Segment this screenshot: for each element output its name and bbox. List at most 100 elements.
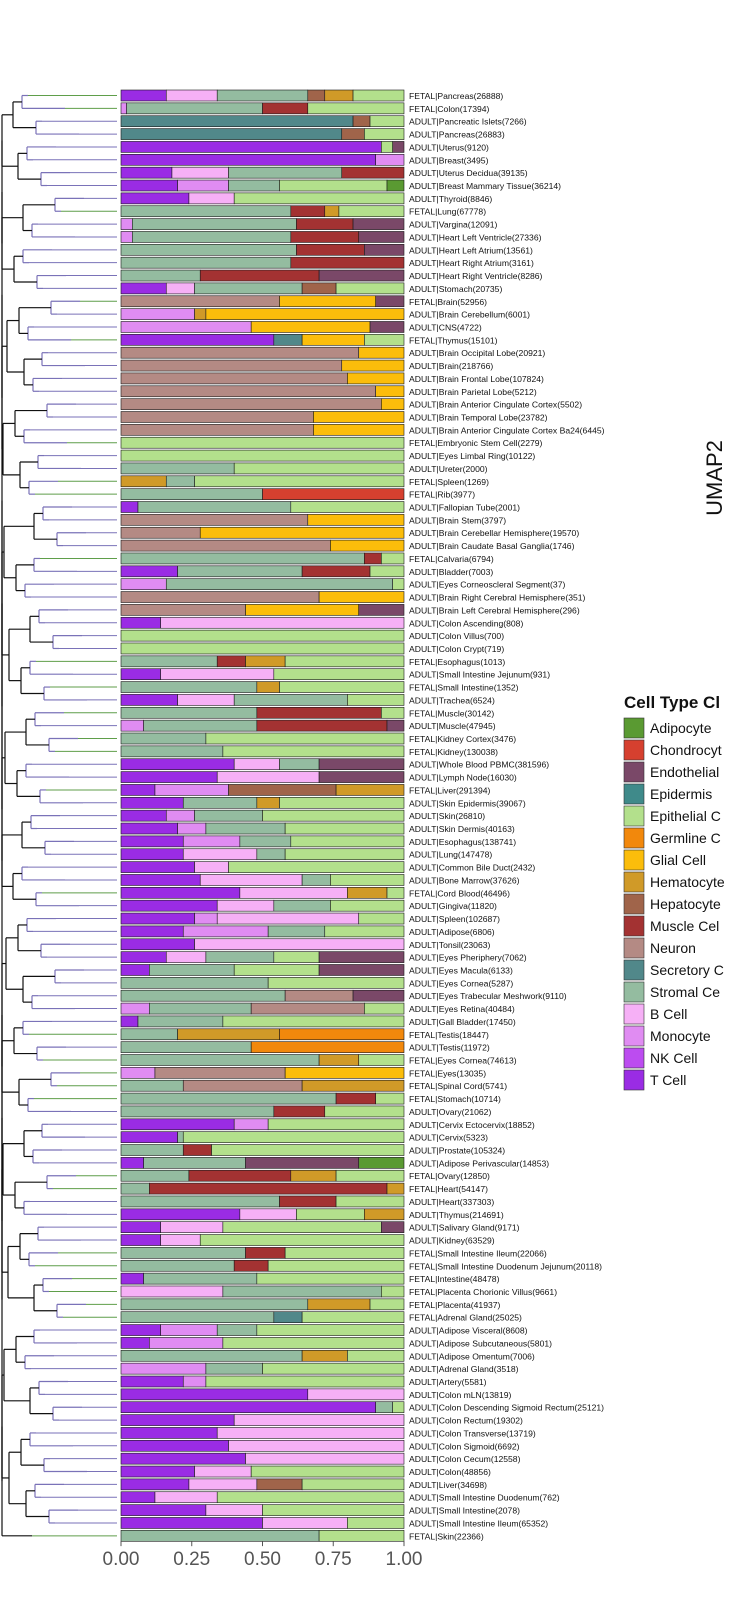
row-label: FETAL|Lung(67778) <box>409 207 486 217</box>
row-labels: FETAL|Pancreas(26888) FETAL|Colon(17394) A… <box>409 91 605 1541</box>
bar-segment <box>216 771 320 783</box>
row-label: ADULT|Colon mLN(13819) <box>409 1390 512 1400</box>
bar-segment <box>120 1298 309 1311</box>
bar-segment <box>284 848 405 861</box>
bar-segment <box>182 848 258 861</box>
row-label: ADULT|Colon Crypt(719) <box>409 644 504 654</box>
bar-segment <box>381 706 405 719</box>
row-label: ADULT|Brain Cerebellum(6001) <box>409 310 530 320</box>
bar-segment <box>120 359 343 372</box>
bar-segment <box>194 912 218 925</box>
legend-label: Germline C <box>650 830 721 846</box>
bar-segment <box>120 1221 161 1233</box>
bar-segment <box>120 1247 246 1259</box>
bar-segment <box>301 1311 405 1323</box>
bar-segment <box>120 642 405 655</box>
bar-segment <box>160 668 275 681</box>
bar-segment <box>120 501 139 513</box>
bar-segment <box>341 166 405 179</box>
row-label: ADULT|Lung(147478) <box>409 850 492 860</box>
bar-segment <box>256 1272 405 1285</box>
bar-segment <box>284 1067 405 1079</box>
bar-segment <box>279 295 377 308</box>
bar-segment <box>160 1221 224 1233</box>
row-label: ADULT|Eyes Cornea(5287) <box>409 978 513 988</box>
bar-segment <box>120 295 280 308</box>
legend-label: NK Cell <box>650 1050 697 1066</box>
bar-segment <box>386 1182 405 1195</box>
legend-swatch <box>623 1069 645 1091</box>
row-label: ADULT|Whole Blood PBMC(381596) <box>409 760 549 770</box>
legend-label: Endothelial <box>650 764 719 780</box>
bar-segment <box>177 179 229 192</box>
bar-segment <box>347 694 405 706</box>
bar-segment <box>120 565 178 578</box>
bar-segment <box>120 385 376 398</box>
bar-segment <box>120 411 314 423</box>
bar-segment <box>335 282 405 295</box>
bar-segment <box>120 1285 224 1298</box>
bar-segment <box>273 334 303 346</box>
row-label: ADULT|Colon(48856) <box>409 1467 491 1477</box>
row-label: ADULT|Breast(3495) <box>409 155 489 165</box>
legend-swatch <box>623 871 645 893</box>
bar-segment <box>188 1169 292 1182</box>
legend-label: Epithelial C <box>650 808 721 824</box>
bar-segment <box>120 1517 263 1529</box>
bar-segment <box>375 295 405 308</box>
bar-segment <box>273 1311 303 1323</box>
row-label: ADULT|Brain Anterior Cingulate Cortex(55… <box>409 400 582 410</box>
bar-segment <box>120 887 241 899</box>
bar-segment <box>149 964 235 976</box>
bar-segment <box>347 1517 405 1529</box>
bar-segment <box>120 655 218 668</box>
bar-segment <box>364 244 405 256</box>
bar-segment <box>358 912 405 925</box>
bar-segment <box>273 899 331 912</box>
row-label: FETAL|Liver(291394) <box>409 785 491 795</box>
bar-segment <box>120 1041 252 1053</box>
bar-segment <box>120 912 195 925</box>
bar-segment <box>120 874 201 886</box>
bar-segment <box>194 475 405 488</box>
bar-segment <box>194 308 207 320</box>
legend-label: T Cell <box>650 1072 686 1088</box>
bar-segment <box>120 1311 275 1323</box>
bar-segment <box>120 591 320 603</box>
bar-segment <box>120 938 195 951</box>
row-label: FETAL|Colon(17394) <box>409 104 490 114</box>
bar-segment <box>120 1208 241 1221</box>
bar-segment <box>324 89 354 102</box>
bar-segment <box>239 887 348 899</box>
bar-segment <box>256 706 382 719</box>
bar-segment <box>120 179 178 192</box>
bar-segment <box>290 501 405 513</box>
bar-segment <box>284 989 354 1002</box>
x-axis: 0.00 0.25 0.50 0.75 1.00 <box>103 1541 422 1570</box>
bar-segment <box>267 925 326 938</box>
bar-segment <box>245 1247 286 1259</box>
row-label: ADULT|Fallopian Tube(2001) <box>409 503 520 513</box>
bar-segment <box>290 205 326 218</box>
legend-swatch <box>623 717 645 739</box>
legend-label: Glial Cell <box>650 852 706 868</box>
legend-label: Hematocyte <box>650 874 725 890</box>
bar-segment <box>149 1182 388 1195</box>
bar-segment <box>120 334 275 346</box>
bar-segment <box>120 1324 161 1336</box>
row-label: ADULT|Skin Epidermis(39067) <box>409 798 526 808</box>
bar-segment <box>284 655 405 668</box>
bar-segment <box>364 1208 405 1221</box>
legend-swatch <box>623 959 645 981</box>
bar-segment <box>330 899 405 912</box>
bar-segment <box>216 1427 405 1439</box>
bar-segment <box>335 1169 405 1182</box>
bar-segment <box>216 655 246 668</box>
row-label: ADULT|Small Intestine Jejunum(931) <box>409 670 550 680</box>
bar-segment <box>165 282 195 295</box>
bar-segment <box>182 1131 405 1143</box>
bar-segment <box>182 1144 212 1156</box>
bar-segment <box>341 359 405 372</box>
bar-segment <box>120 514 309 526</box>
bar-segment <box>120 668 161 681</box>
